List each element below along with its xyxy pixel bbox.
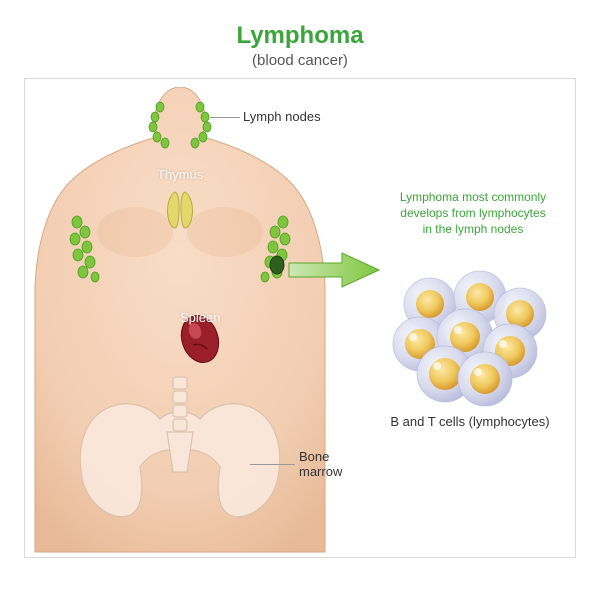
- page-subtitle: (blood cancer): [0, 52, 600, 69]
- label-lymph-nodes: Lymph nodes: [243, 109, 321, 124]
- diagram-frame: Lymph nodes Thymus Spleen Bone marrow Ly…: [24, 78, 576, 558]
- label-thymus: Thymus: [157, 167, 203, 182]
- info-line1: Lymphoma most commonly: [400, 190, 546, 204]
- info-line2: develops from lymphocytes: [400, 206, 545, 220]
- label-spleen: Spleen: [180, 310, 220, 325]
- page-title: Lymphoma: [0, 22, 600, 50]
- leader-lymph-nodes: [210, 117, 240, 118]
- label-cells: B and T cells (lymphocytes): [385, 414, 555, 429]
- info-line3: in the lymph nodes: [423, 222, 524, 236]
- leader-bone-marrow: [250, 464, 295, 465]
- cell-cluster: [385, 259, 555, 409]
- arrow-icon: [287, 247, 387, 297]
- label-bone-marrow: Bone marrow: [299, 449, 342, 479]
- info-text: Lymphoma most commonly develops from lym…: [383, 189, 563, 238]
